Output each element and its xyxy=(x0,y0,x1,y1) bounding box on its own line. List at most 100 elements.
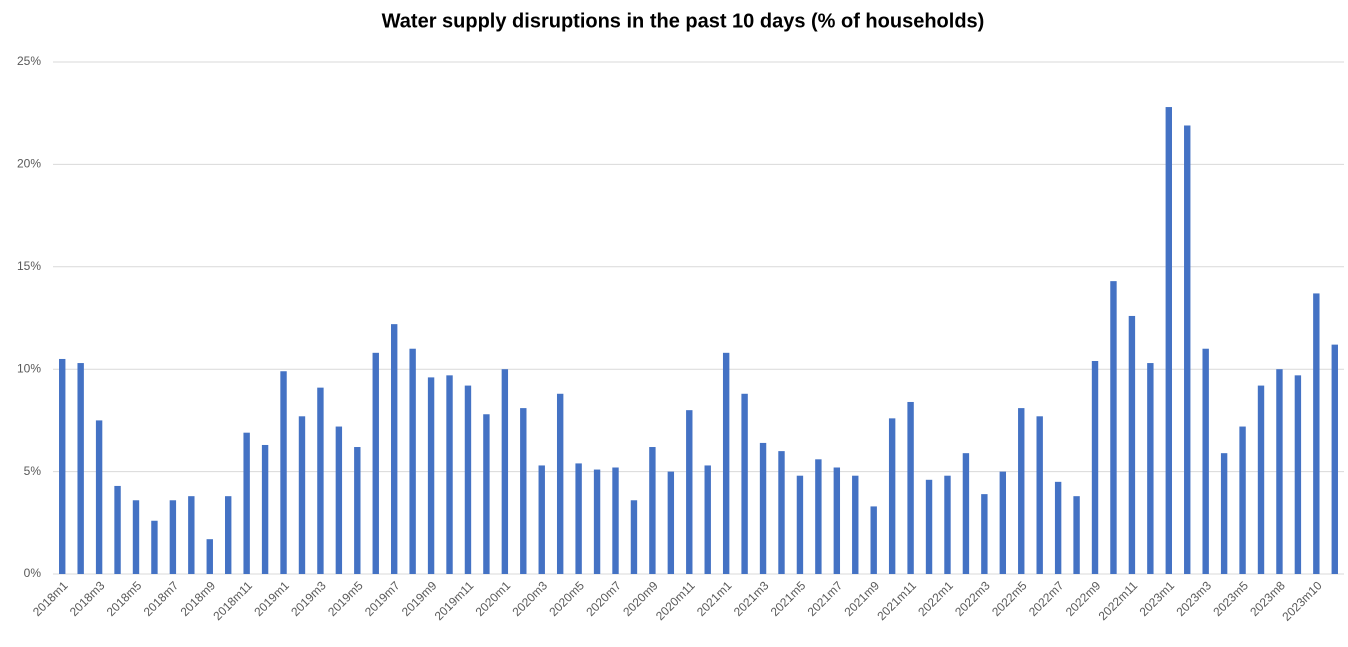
bar xyxy=(593,469,601,574)
x-tick-label: 2019m3 xyxy=(288,578,329,619)
x-tick-label: 2020m7 xyxy=(583,578,624,619)
bar xyxy=(243,432,250,574)
x-tick-label: 2020m11 xyxy=(653,578,698,623)
x-tick-label: 2020m3 xyxy=(510,578,551,619)
bar xyxy=(1073,496,1080,574)
bar xyxy=(1054,481,1062,574)
bar xyxy=(575,463,582,574)
bar xyxy=(280,371,287,574)
bar xyxy=(833,467,841,574)
bar xyxy=(1294,375,1302,574)
bar xyxy=(686,410,693,574)
bar xyxy=(501,369,509,574)
bar xyxy=(612,467,619,574)
x-tick-label: 2021m5 xyxy=(768,578,809,619)
bar xyxy=(1018,408,1025,574)
x-tick-label: 2018m11 xyxy=(210,578,255,623)
x-tick-label: 2018m1 xyxy=(30,578,71,619)
x-tick-label: 2018m3 xyxy=(67,578,108,619)
y-tick-label: 0% xyxy=(24,566,42,580)
x-tick-label: 2020m5 xyxy=(546,578,587,619)
x-tick-label: 2023m1 xyxy=(1137,578,1178,619)
bar xyxy=(759,442,767,574)
bar xyxy=(427,377,435,574)
bar xyxy=(151,520,158,574)
bar xyxy=(630,500,638,574)
bar xyxy=(446,375,453,574)
bar xyxy=(188,496,195,574)
bar xyxy=(390,324,398,574)
bar xyxy=(556,393,564,574)
bar xyxy=(888,418,896,574)
x-tick-label: 2022m3 xyxy=(952,578,993,619)
bar xyxy=(796,475,804,574)
x-tick-label: 2022m11 xyxy=(1096,578,1141,623)
bar xyxy=(1147,363,1154,574)
bar xyxy=(225,496,232,574)
bar xyxy=(1128,315,1136,574)
x-tick-label: 2021m11 xyxy=(874,578,919,623)
x-tick-label: 2018m5 xyxy=(104,578,145,619)
y-tick-label: 15% xyxy=(17,259,41,273)
y-tick-label: 20% xyxy=(17,157,41,171)
bar xyxy=(667,471,675,574)
bar xyxy=(981,494,988,574)
bar xyxy=(925,479,933,574)
bar xyxy=(409,348,416,574)
bar xyxy=(464,385,472,574)
bar xyxy=(944,475,951,574)
bar xyxy=(722,352,730,574)
bar xyxy=(372,352,379,574)
x-tick-label: 2020m1 xyxy=(473,578,514,619)
x-tick-label: 2019m5 xyxy=(325,578,366,619)
y-tick-label: 10% xyxy=(17,361,41,375)
bar xyxy=(1110,281,1117,574)
bar xyxy=(132,500,140,574)
bar xyxy=(261,444,269,574)
x-tick-label: 2019m7 xyxy=(362,578,403,619)
bar xyxy=(852,475,859,574)
bar xyxy=(1239,426,1246,574)
bar xyxy=(1036,416,1043,574)
x-tick-label: 2023m5 xyxy=(1210,578,1251,619)
x-tick-label: 2021m3 xyxy=(731,578,772,619)
bar xyxy=(1091,361,1099,574)
bar xyxy=(962,453,970,574)
bar xyxy=(778,451,785,574)
bar xyxy=(1276,369,1283,574)
bar xyxy=(206,539,213,574)
x-tick-label: 2022m1 xyxy=(915,578,956,619)
bar xyxy=(704,465,711,574)
y-tick-label: 5% xyxy=(24,464,42,478)
y-tick-label: 25% xyxy=(17,54,41,68)
bar xyxy=(741,393,748,574)
x-tick-label: 2021m7 xyxy=(805,578,846,619)
bar xyxy=(169,500,177,574)
bar xyxy=(538,465,545,574)
bar xyxy=(1165,107,1172,574)
bar xyxy=(649,447,656,574)
x-tick-label: 2023m3 xyxy=(1173,578,1214,619)
bar xyxy=(1184,125,1191,574)
bar xyxy=(907,401,914,574)
x-tick-label: 2022m5 xyxy=(989,578,1030,619)
x-tick-label: 2019m11 xyxy=(432,578,477,623)
x-tick-label: 2022m7 xyxy=(1026,578,1067,619)
bar xyxy=(815,459,822,574)
bar xyxy=(483,414,490,574)
bar xyxy=(59,358,66,574)
bar xyxy=(520,408,527,574)
x-tick-label: 2019m1 xyxy=(251,578,292,619)
x-tick-label: 2021m1 xyxy=(694,578,735,619)
bar xyxy=(1313,293,1320,574)
bar xyxy=(1202,348,1209,574)
bar xyxy=(335,426,343,574)
bar xyxy=(1331,344,1338,574)
bar xyxy=(77,363,84,574)
x-tick-label: 2018m7 xyxy=(141,578,182,619)
bar xyxy=(114,485,121,574)
bar xyxy=(298,416,306,574)
bar xyxy=(1220,453,1228,574)
bar xyxy=(354,447,361,574)
